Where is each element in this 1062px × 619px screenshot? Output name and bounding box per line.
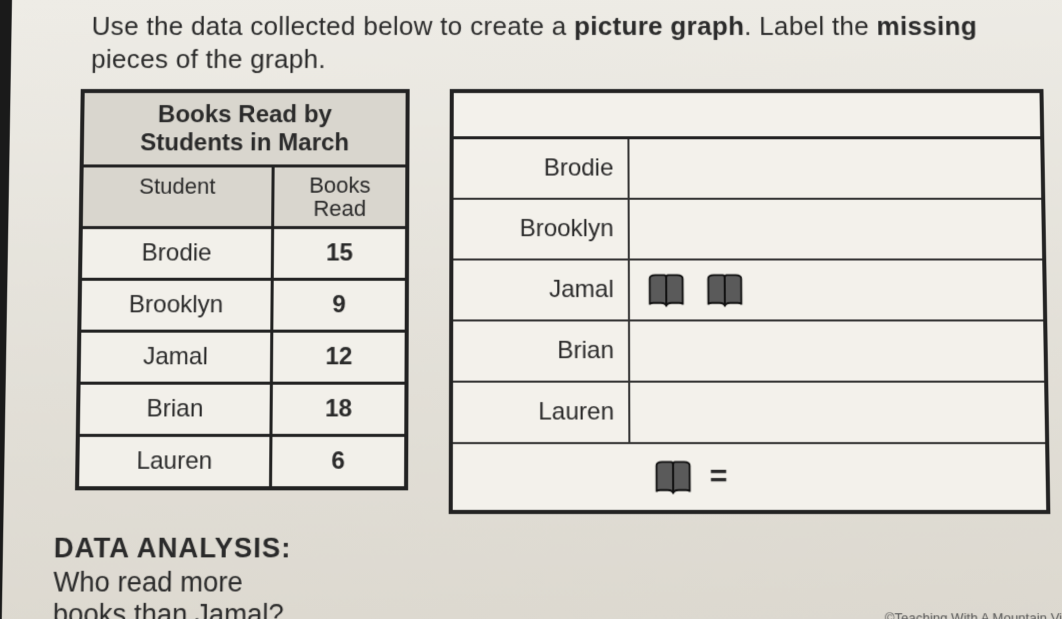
- books-cell: 6: [272, 437, 404, 486]
- student-cell: Jamal: [81, 332, 274, 381]
- pictograph: BrodieBrooklynJamalBrianLauren =: [449, 89, 1051, 514]
- instr-post: pieces of the graph.: [91, 43, 326, 73]
- footer-copyright: ©Teaching With A Mountain Vi: [885, 610, 1062, 619]
- instruction-text: Use the data collected below to create a…: [21, 8, 1054, 89]
- pictograph-label: Brooklyn: [453, 200, 629, 259]
- student-cell: Lauren: [79, 437, 272, 486]
- table-row: Lauren6: [79, 437, 404, 486]
- student-cell: Brian: [80, 385, 273, 434]
- books-cell: 18: [272, 385, 404, 434]
- pictograph-title-blank: [454, 93, 1041, 139]
- instr-bold2: missing: [876, 11, 977, 41]
- pictograph-row: Lauren: [453, 383, 1045, 444]
- table-row: Brian18: [80, 385, 405, 437]
- content-row: Books Read by Students in March Student …: [14, 89, 1061, 514]
- pictograph-data: [630, 200, 1043, 259]
- key-spacer: [453, 444, 631, 510]
- data-analysis-section: DATA ANALYSIS: Who read more books than …: [12, 514, 1062, 619]
- pictograph-row: Jamal: [453, 261, 1043, 322]
- pictograph-body: BrodieBrooklynJamalBrianLauren: [453, 139, 1045, 444]
- data-table: Books Read by Students in March Student …: [75, 89, 410, 490]
- instr-bold1: picture graph: [574, 11, 744, 41]
- col-books-header: Books Read: [274, 167, 405, 226]
- data-table-header: Student Books Read: [83, 167, 406, 229]
- book-icon: [651, 456, 696, 497]
- table-row: Jamal12: [81, 332, 405, 384]
- worksheet-page: Use the data collected below to create a…: [0, 0, 1062, 619]
- pictograph-label: Jamal: [453, 261, 630, 320]
- pictograph-row: Brian: [453, 321, 1044, 382]
- pictograph-key-row: =: [453, 444, 1046, 510]
- book-icon: [702, 270, 747, 311]
- books-cell: 12: [273, 332, 405, 381]
- q-line1: Who read more: [53, 567, 243, 598]
- pictograph-label: Brodie: [454, 139, 630, 197]
- col2-l2: Read: [313, 195, 366, 220]
- col-student-header: Student: [83, 167, 275, 226]
- key-equals: =: [710, 460, 728, 495]
- dt-title-l1: Books Read by: [158, 101, 332, 128]
- q-line2: books than Jamal?: [53, 599, 284, 619]
- book-icon: [644, 270, 689, 311]
- table-row: Brodie15: [82, 229, 405, 281]
- data-table-body: Brodie15Brooklyn9Jamal12Brian18Lauren6: [79, 229, 405, 486]
- instr-pre: Use the data collected below to create a: [91, 11, 574, 41]
- pictograph-data: [630, 321, 1044, 380]
- pictograph-row: Brooklyn: [453, 200, 1042, 261]
- pictograph-key: =: [630, 444, 1046, 510]
- instr-mid: . Label the: [744, 11, 877, 41]
- books-cell: 9: [273, 281, 405, 330]
- pictograph-label: Brian: [453, 321, 630, 380]
- pictograph-row: Brodie: [454, 139, 1042, 200]
- pictograph-label: Lauren: [453, 383, 630, 442]
- student-cell: Brooklyn: [81, 281, 273, 330]
- table-row: Brooklyn9: [81, 281, 405, 333]
- books-cell: 15: [274, 229, 405, 278]
- analysis-header: DATA ANALYSIS:: [54, 533, 1062, 565]
- col2-l1: Books: [309, 172, 371, 197]
- pictograph-data: [629, 139, 1041, 197]
- pictograph-data: [630, 383, 1045, 442]
- pictograph-data: [630, 261, 1043, 320]
- dt-title-l2: Students in March: [140, 130, 349, 157]
- student-cell: Brodie: [82, 229, 274, 278]
- data-table-title: Books Read by Students in March: [84, 93, 406, 167]
